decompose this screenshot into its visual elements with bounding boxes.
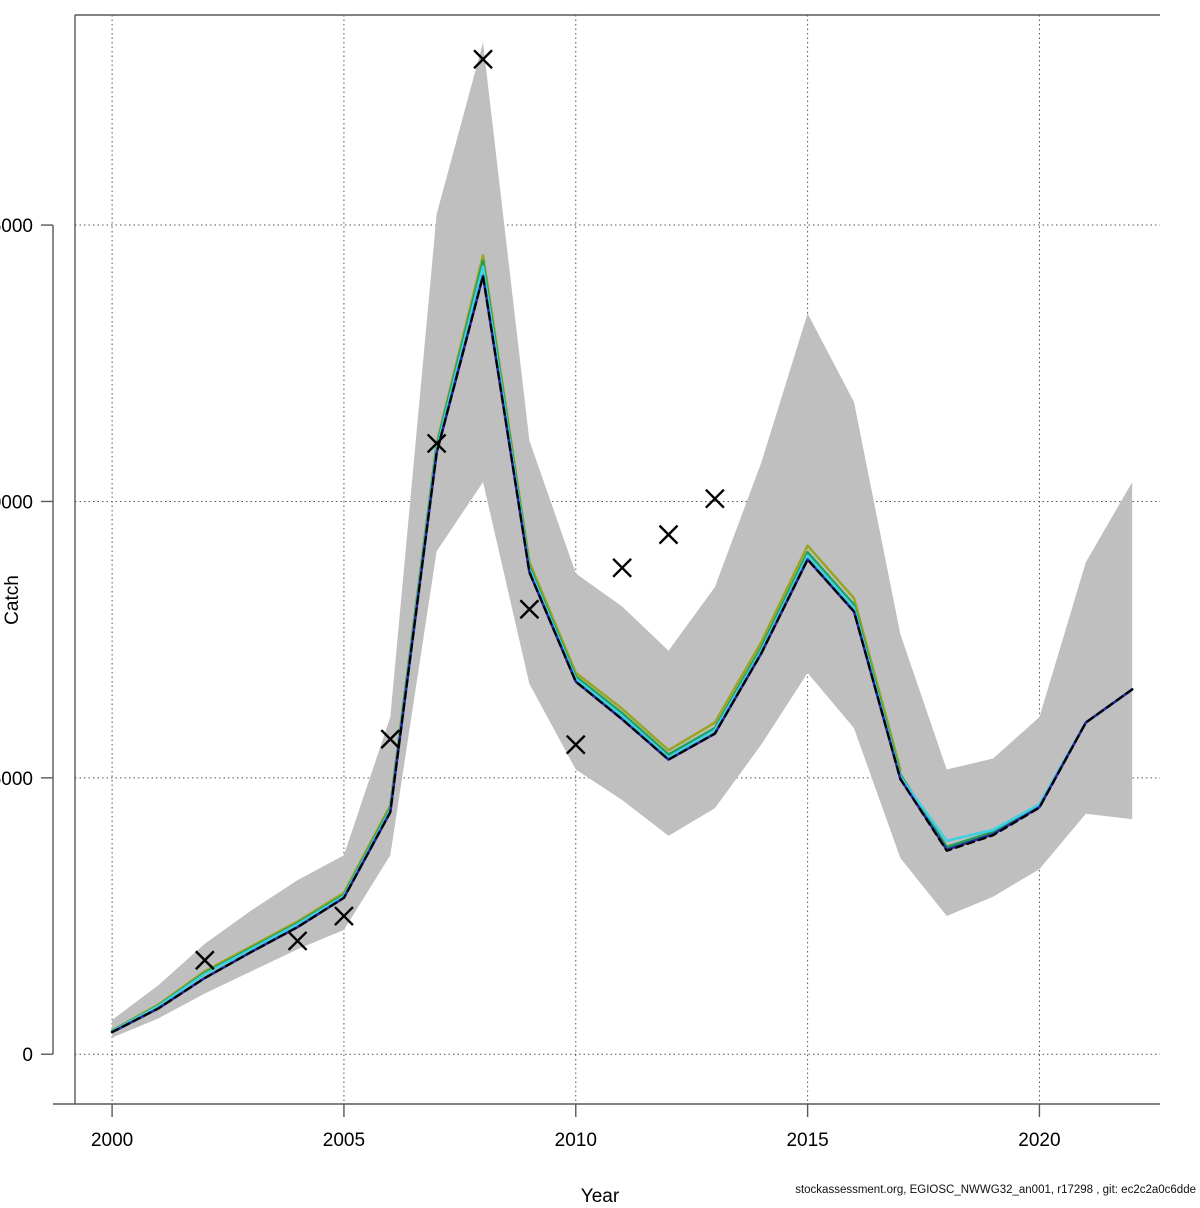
svg-text:2020: 2020 <box>1018 1130 1060 1151</box>
axis-tick-labels: 0 5000 10000 15000 2000 2005 2010 2015 2020 <box>0 216 1061 1151</box>
model-lines <box>110 254 1134 1034</box>
svg-text:2000: 2000 <box>91 1130 133 1151</box>
svg-text:15000: 15000 <box>0 216 33 237</box>
axis-lines <box>52 14 1160 1105</box>
confidence-band <box>112 42 1133 1038</box>
svg-text:10000: 10000 <box>0 492 33 513</box>
svg-text:2010: 2010 <box>555 1130 597 1151</box>
footer-credit: stockassessment.org, EGIOSC_NWWG32_an001… <box>795 1184 1196 1196</box>
observation-markers <box>194 49 725 971</box>
svg-text:0: 0 <box>22 1045 33 1066</box>
svg-text:5000: 5000 <box>0 769 33 790</box>
svg-text:2015: 2015 <box>786 1130 828 1151</box>
y-axis-title: Catch <box>1 575 23 625</box>
svg-text:2005: 2005 <box>323 1130 365 1151</box>
x-axis-title: Year <box>580 1186 620 1207</box>
